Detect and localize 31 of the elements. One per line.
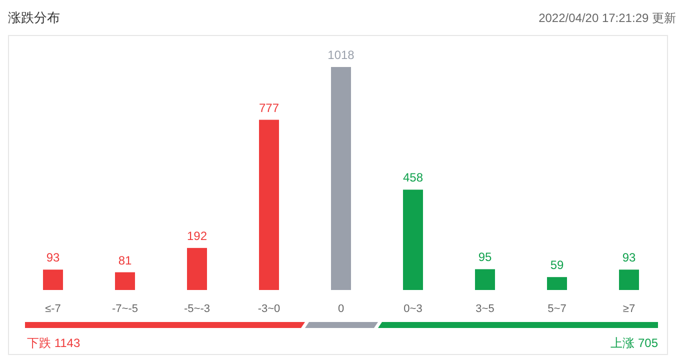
x-tick-label: 0 — [338, 303, 344, 315]
data-label: 777 — [258, 100, 280, 115]
bar — [619, 270, 639, 290]
bar — [547, 277, 567, 290]
x-tick-label: 3~5 — [476, 303, 494, 315]
bar — [403, 190, 423, 290]
x-tick-label: ≤-7 — [45, 303, 61, 315]
data-label: 1018 — [328, 48, 355, 62]
bar — [475, 269, 495, 290]
x-tick-label: 0~3 — [404, 303, 422, 315]
bar — [187, 248, 207, 290]
x-tick-label: -5~-3 — [184, 303, 210, 315]
data-label: 93 — [46, 250, 60, 265]
data-label: 95 — [478, 250, 492, 264]
x-tick-label: 5~7 — [548, 303, 566, 315]
bar — [43, 270, 63, 290]
bar — [115, 272, 135, 290]
bar — [331, 67, 351, 290]
text: 上涨 705 — [610, 336, 658, 350]
data-label: 81 — [118, 253, 132, 268]
x-tick-label: -7~-5 — [112, 303, 138, 315]
data-label: 458 — [402, 170, 424, 185]
data-label: 192 — [186, 228, 208, 243]
text: 2022/04/20 17:21:29 更新 — [538, 11, 676, 25]
x-tick-label: -3~0 — [258, 303, 280, 315]
x-tick-label: ≥7 — [622, 303, 636, 315]
text: 下跌 1143 — [27, 336, 80, 350]
data-label: 93 — [622, 250, 636, 265]
bar — [259, 120, 279, 290]
data-label: 59 — [550, 258, 564, 272]
chart-title: 涨跌分布 — [8, 10, 60, 25]
